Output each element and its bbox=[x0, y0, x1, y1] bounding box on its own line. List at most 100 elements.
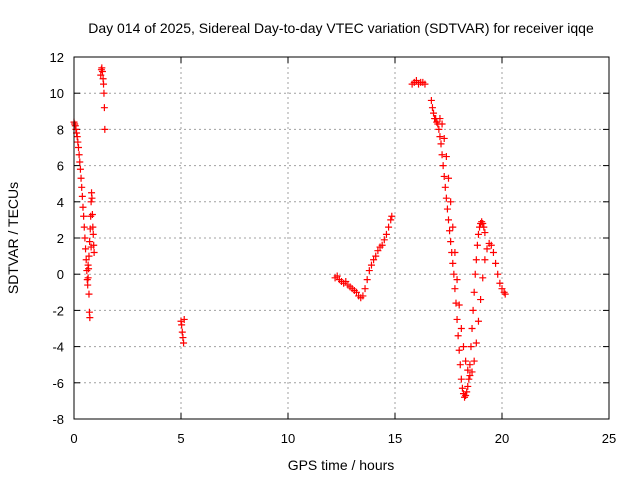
data-point bbox=[385, 223, 393, 231]
data-point bbox=[100, 80, 108, 88]
data-point bbox=[467, 343, 475, 351]
data-point bbox=[469, 306, 477, 314]
y-tick-label: -4 bbox=[52, 340, 64, 355]
y-tick-label: -2 bbox=[52, 303, 64, 318]
data-point bbox=[470, 357, 478, 365]
data-point bbox=[464, 366, 472, 374]
data-point bbox=[86, 238, 94, 246]
data-point bbox=[71, 120, 79, 128]
data-point bbox=[487, 241, 495, 249]
data-point bbox=[440, 172, 448, 180]
data-point bbox=[177, 317, 185, 325]
data-point bbox=[428, 104, 436, 112]
data-point bbox=[455, 301, 463, 309]
data-point bbox=[333, 272, 341, 280]
data-point bbox=[90, 248, 98, 256]
data-point bbox=[80, 212, 88, 220]
y-tick-label: 8 bbox=[57, 122, 64, 137]
data-point bbox=[84, 274, 92, 282]
data-point bbox=[436, 115, 444, 123]
data-point bbox=[74, 144, 82, 151]
y-tick-label: -6 bbox=[52, 376, 64, 391]
data-point bbox=[477, 296, 485, 304]
x-tick-label: 25 bbox=[602, 431, 616, 446]
data-point bbox=[352, 288, 360, 296]
data-point bbox=[85, 290, 93, 298]
data-point bbox=[382, 230, 390, 238]
data-point bbox=[446, 227, 454, 235]
data-point bbox=[180, 339, 188, 347]
data-point bbox=[453, 315, 461, 323]
data-point bbox=[85, 252, 93, 260]
data-point bbox=[452, 299, 460, 307]
data-point bbox=[380, 236, 388, 244]
data-point bbox=[455, 346, 463, 354]
data-point bbox=[84, 261, 92, 269]
data-point bbox=[494, 270, 502, 278]
data-point bbox=[72, 125, 80, 133]
data-point bbox=[453, 276, 461, 284]
data-point bbox=[442, 153, 450, 161]
data-point bbox=[459, 343, 467, 351]
data-point bbox=[463, 388, 471, 396]
data-point bbox=[470, 288, 478, 296]
data-point bbox=[473, 241, 481, 249]
grid bbox=[74, 57, 609, 419]
data-point bbox=[387, 216, 395, 224]
data-point bbox=[412, 77, 420, 85]
data-point bbox=[466, 372, 474, 380]
data-point bbox=[363, 276, 371, 284]
data-point bbox=[443, 205, 451, 213]
y-tick-label: 10 bbox=[50, 86, 64, 101]
data-point bbox=[370, 256, 378, 264]
data-point bbox=[498, 285, 506, 293]
data-point bbox=[87, 212, 95, 220]
data-point bbox=[81, 234, 89, 242]
data-point bbox=[82, 245, 90, 253]
data-point bbox=[458, 384, 466, 392]
data-point bbox=[479, 220, 487, 228]
data-point bbox=[471, 270, 479, 278]
data-point bbox=[481, 256, 489, 264]
data-point bbox=[456, 361, 464, 369]
y-tick-label: -8 bbox=[52, 412, 64, 427]
data-point bbox=[100, 89, 108, 97]
data-point bbox=[474, 230, 482, 238]
data-point bbox=[468, 325, 476, 332]
data-point bbox=[457, 325, 465, 332]
data-point bbox=[361, 285, 369, 293]
data-point bbox=[451, 248, 459, 256]
data-point bbox=[180, 315, 188, 323]
data-point bbox=[88, 210, 96, 218]
data-point bbox=[179, 334, 187, 342]
data-point bbox=[464, 382, 472, 390]
data-point bbox=[481, 229, 489, 237]
data-point bbox=[449, 259, 457, 267]
data-point bbox=[86, 314, 94, 322]
chart-title: Day 014 of 2025, Sidereal Day-to-day VTE… bbox=[88, 20, 594, 36]
data-point bbox=[437, 140, 445, 148]
data-point bbox=[441, 183, 449, 191]
data-point bbox=[468, 368, 476, 376]
data-point bbox=[89, 230, 97, 238]
axes: 0 5 10 15 20 25 -8 -6 -4 -2 0 2 4 6 8 10 12 bbox=[50, 50, 617, 446]
data-point bbox=[367, 261, 375, 269]
data-point bbox=[178, 321, 186, 329]
data-point bbox=[101, 125, 109, 133]
data-point bbox=[73, 133, 81, 141]
data-point bbox=[474, 317, 482, 325]
data-point bbox=[436, 133, 444, 141]
data-point bbox=[76, 165, 84, 173]
data-point bbox=[439, 162, 447, 170]
data-point bbox=[449, 223, 457, 231]
data-point bbox=[438, 120, 446, 128]
data-point bbox=[472, 256, 480, 264]
data-point bbox=[378, 241, 386, 249]
x-tick-label: 20 bbox=[495, 431, 509, 446]
y-tick-label: 2 bbox=[57, 231, 64, 246]
data-point bbox=[76, 158, 84, 166]
x-tick-label: 15 bbox=[388, 431, 402, 446]
data-point bbox=[78, 192, 86, 200]
data-point bbox=[438, 151, 446, 159]
